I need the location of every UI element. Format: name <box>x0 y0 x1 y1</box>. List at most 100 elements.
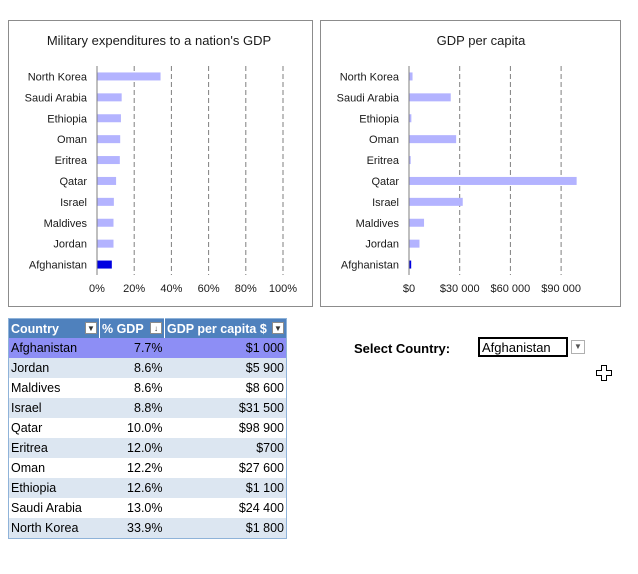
bar <box>97 114 121 123</box>
country-cell[interactable]: Jordan <box>8 358 100 378</box>
filter-dropdown-icon[interactable]: ▼ <box>85 322 97 334</box>
table-row[interactable]: Israel 8.8% $31 500 <box>8 398 287 418</box>
gdp-per-capita-chart: GDP per capita $0 $30 000 $60 000 $90 000 Nor… <box>320 20 621 307</box>
bar <box>409 197 463 206</box>
gdp-per-capita-cell[interactable]: $8 600 <box>245 381 284 395</box>
sort-filter-icon[interactable]: ↓ <box>150 322 162 334</box>
gdp-per-capita-cell[interactable]: $31 500 <box>164 398 287 418</box>
x-tick-label: 40% <box>160 283 182 295</box>
bar <box>409 218 425 227</box>
pct-gdp-cell[interactable]: 10.0% <box>127 421 163 435</box>
country-cell[interactable]: Afghanistan <box>8 338 100 358</box>
bar <box>97 156 120 165</box>
bar <box>409 156 411 165</box>
table-row[interactable]: Afghanistan 7.7% $1 000 <box>8 338 287 358</box>
bar <box>97 72 161 81</box>
x-tick-label: $0 <box>403 283 415 295</box>
table-row[interactable]: Maldives 8.6% $8 600 <box>9 378 287 398</box>
military-expenditure-chart-svg: Military expenditures to a nation's GDP 0… <box>25 33 298 295</box>
category-label: North Korea <box>28 71 88 83</box>
table-header-row: Country ▼ % GDP ↓ GDP per capita $ ▼ <box>8 318 287 338</box>
country-cell[interactable]: North Korea <box>8 518 100 539</box>
bar <box>409 135 457 144</box>
table-row[interactable]: Ethiopia 12.6% $1 100 <box>8 478 287 498</box>
bar <box>409 93 451 102</box>
country-data-table: Country ▼ % GDP ↓ GDP per capita $ ▼ Afg… <box>8 318 287 539</box>
country-select-input[interactable]: Afghanistan <box>478 337 568 357</box>
pct-gdp-cell[interactable]: 12.0% <box>99 438 165 458</box>
gdp-per-capita-cell[interactable]: $5 900 <box>164 358 287 378</box>
chevron-down-icon[interactable]: ▼ <box>571 340 585 354</box>
table-row[interactable]: Oman 12.2% $27 600 <box>9 458 287 478</box>
gdp-per-capita-cell[interactable]: $98 900 <box>238 421 284 435</box>
category-label: Jordan <box>365 239 399 251</box>
bar <box>97 93 122 102</box>
column-header-country: Country ▼ <box>8 318 100 338</box>
bar <box>409 176 577 185</box>
chart-title: GDP per capita <box>437 33 526 48</box>
table-row[interactable]: Jordan 8.6% $5 900 <box>8 358 287 378</box>
country-cell[interactable]: Maldives <box>11 381 61 395</box>
filter-dropdown-icon[interactable]: ▼ <box>272 322 284 334</box>
pct-gdp-cell[interactable]: 8.6% <box>99 358 165 378</box>
x-tick-label: $90 000 <box>541 283 581 295</box>
gdp-per-capita-cell[interactable]: $24 400 <box>238 501 284 515</box>
category-label: Ethiopia <box>47 113 88 125</box>
gdp-per-capita-chart-svg: GDP per capita $0 $30 000 $60 000 $90 000 Nor… <box>337 33 581 295</box>
table-row[interactable]: Qatar 10.0% $98 900 <box>9 418 287 438</box>
category-label: Maldives <box>356 218 400 230</box>
crosshair-cursor-icon <box>596 365 612 381</box>
pct-gdp-cell[interactable]: 7.7% <box>99 338 165 358</box>
x-tick-label: 60% <box>198 283 220 295</box>
table-row[interactable]: Saudi Arabia 13.0% $24 400 <box>9 498 287 518</box>
country-cell[interactable]: Eritrea <box>8 438 100 458</box>
gdp-per-capita-cell[interactable]: $1 800 <box>164 518 287 539</box>
gdp-per-capita-cell[interactable]: $1 000 <box>164 338 287 358</box>
bar <box>97 197 114 206</box>
category-label: Eritrea <box>55 155 88 167</box>
bar <box>97 218 114 227</box>
category-label: Jordan <box>53 239 87 251</box>
gdp-per-capita-cell[interactable]: $27 600 <box>238 461 284 475</box>
x-tick-label: 100% <box>269 283 297 295</box>
x-tick-label: $30 000 <box>440 283 480 295</box>
select-country-label: Select Country: <box>354 341 451 356</box>
category-label: Saudi Arabia <box>337 92 400 104</box>
category-label: Israel <box>60 197 87 209</box>
pct-gdp-cell[interactable]: 12.6% <box>99 478 165 498</box>
pct-gdp-cell[interactable]: 12.2% <box>127 461 163 475</box>
country-cell[interactable]: Saudi Arabia <box>11 501 82 515</box>
gdp-per-capita-cell[interactable]: $1 100 <box>164 478 287 498</box>
x-tick-label: 0% <box>89 283 105 295</box>
category-label: Oman <box>369 134 399 146</box>
column-header-label: Country <box>11 321 59 336</box>
column-header-label: % GDP <box>102 321 144 336</box>
category-label: Qatar <box>371 176 399 188</box>
pct-gdp-cell[interactable]: 8.8% <box>99 398 165 418</box>
country-cell[interactable]: Israel <box>8 398 100 418</box>
category-label: Afghanistan <box>29 260 87 272</box>
x-tick-label: 20% <box>123 283 145 295</box>
column-header-gdp-per-capita: GDP per capita $ ▼ <box>164 318 287 338</box>
bar <box>409 239 420 248</box>
category-label: North Korea <box>340 71 400 83</box>
category-label: Qatar <box>59 176 87 188</box>
table-row[interactable]: North Korea 33.9% $1 800 <box>8 518 287 539</box>
country-cell[interactable]: Qatar <box>11 421 43 435</box>
country-cell[interactable]: Oman <box>11 461 46 475</box>
pct-gdp-cell[interactable]: 33.9% <box>99 518 165 539</box>
bar <box>97 176 117 185</box>
bar <box>97 135 121 144</box>
bar <box>97 239 114 248</box>
table-row[interactable]: Eritrea 12.0% $700 <box>8 438 287 458</box>
bar <box>409 260 412 269</box>
column-header-label: GDP per capita $ <box>167 321 267 336</box>
pct-gdp-cell[interactable]: 13.0% <box>127 501 163 515</box>
x-tick-label: $60 000 <box>491 283 531 295</box>
category-label: Oman <box>57 134 87 146</box>
country-cell[interactable]: Ethiopia <box>8 478 100 498</box>
gdp-per-capita-cell[interactable]: $700 <box>164 438 287 458</box>
column-header-pct-gdp: % GDP ↓ <box>99 318 165 338</box>
x-tick-label: 80% <box>235 283 257 295</box>
pct-gdp-cell[interactable]: 8.6% <box>134 381 163 395</box>
